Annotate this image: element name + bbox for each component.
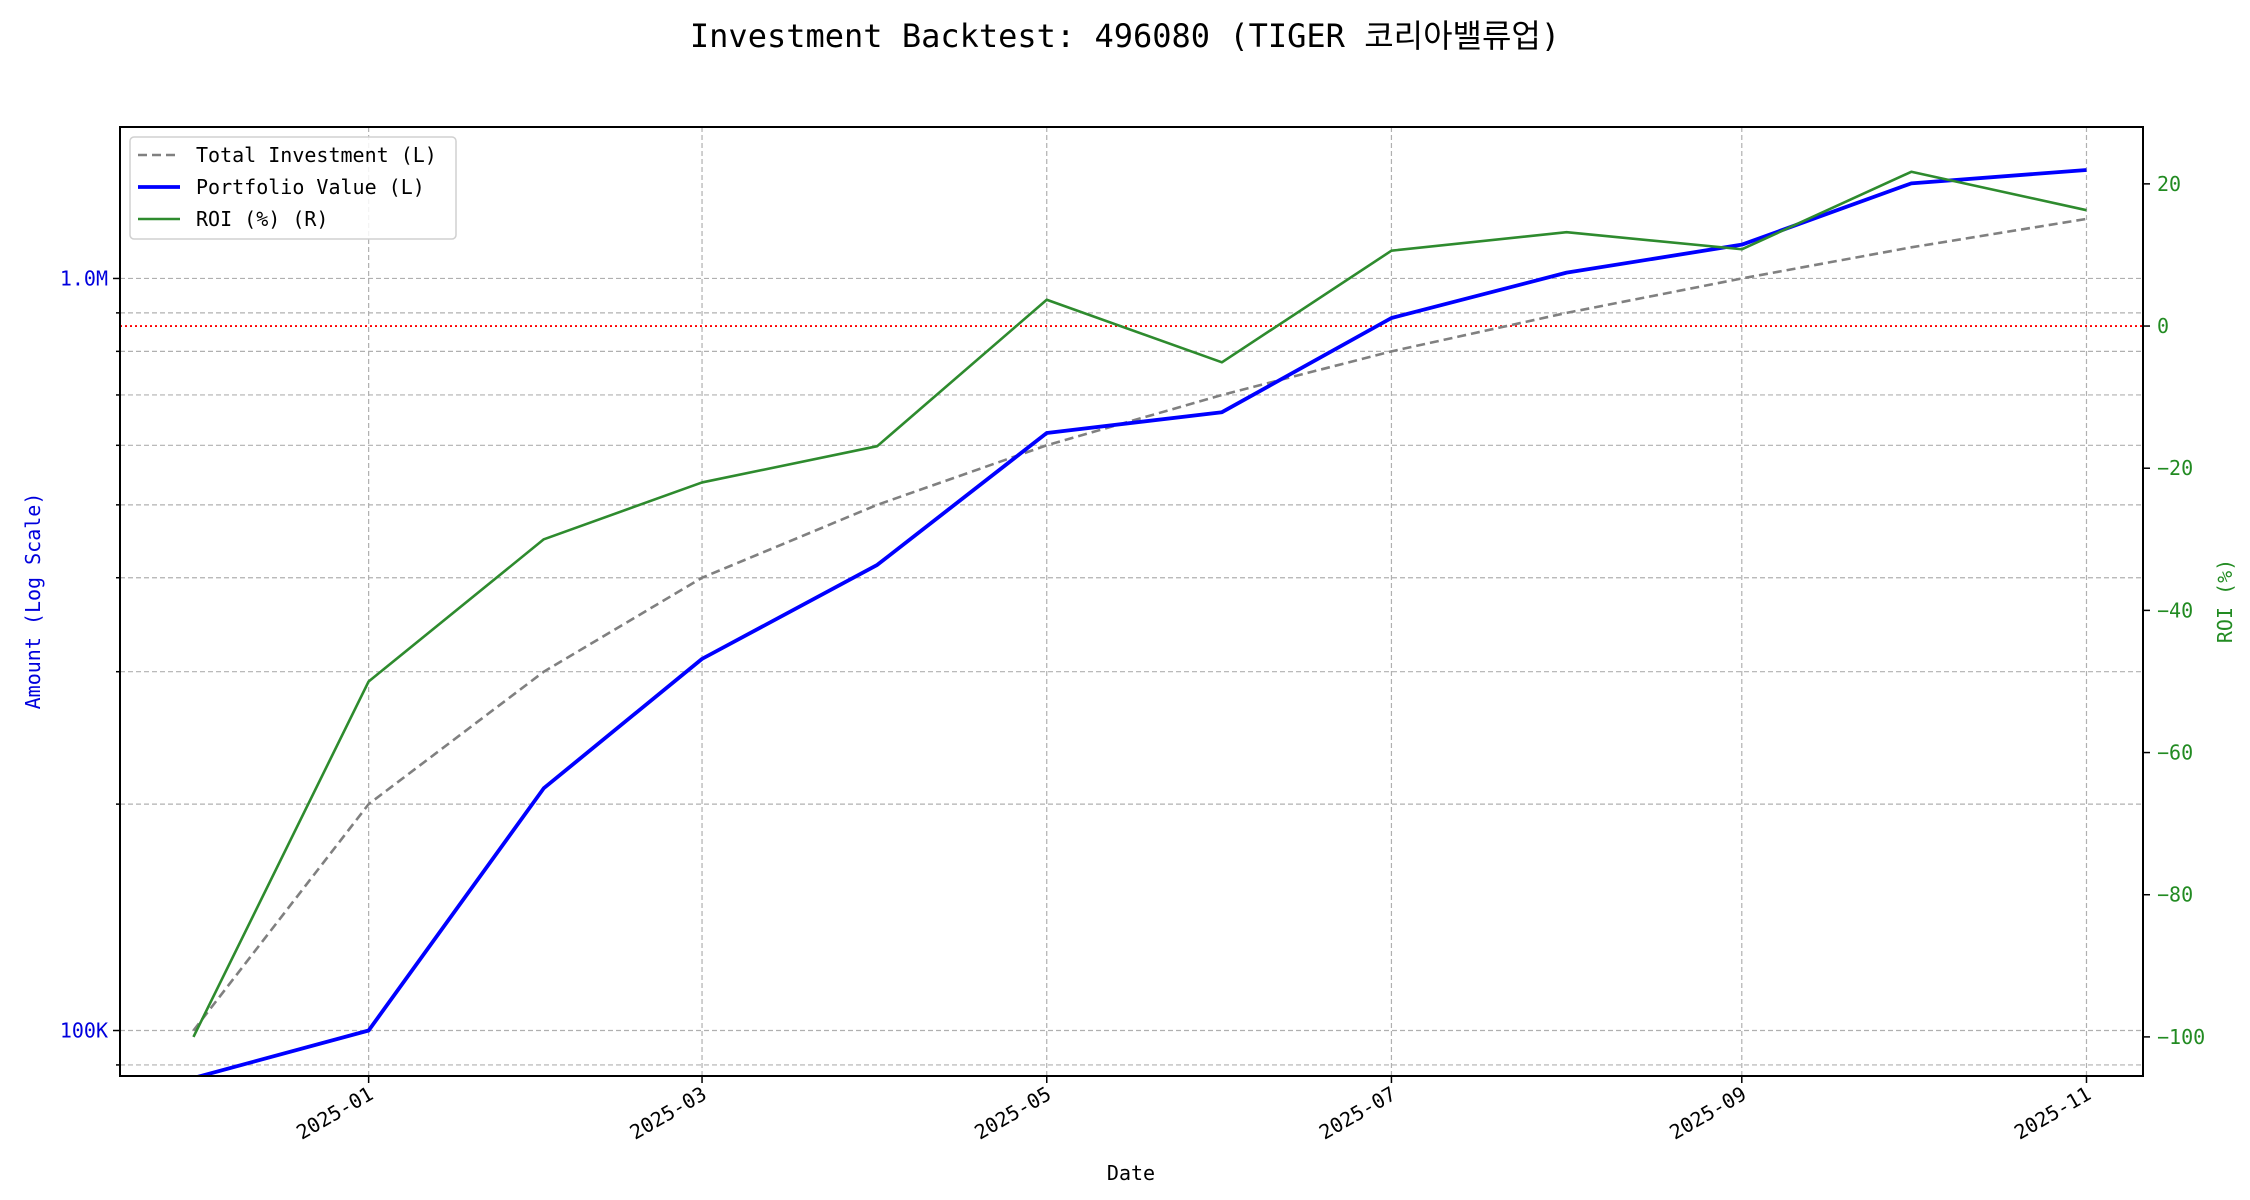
left-tick-label: 100K: [60, 1019, 108, 1043]
left-tick-label: 1.0M: [60, 266, 108, 290]
x-tick-label: 2025-03: [626, 1082, 711, 1145]
right-tick-label: −100: [2157, 1025, 2205, 1049]
x-tick-label: 2025-07: [1315, 1082, 1400, 1145]
plot-frame: [119, 126, 2144, 1077]
series-line-2: [192, 170, 2087, 1038]
x-tick-label: 2025-01: [292, 1082, 377, 1145]
right-tick-label: 20: [2157, 172, 2181, 196]
right-tick-label: −80: [2157, 883, 2193, 907]
x-axis-label: Date: [1107, 1161, 1155, 1185]
right-tick-label: −20: [2157, 456, 2193, 480]
x-tick-label: 2025-11: [2010, 1082, 2095, 1145]
right-y-axis-label: ROI (%): [2213, 559, 2237, 643]
right-tick-label: 0: [2157, 314, 2169, 338]
chart-title: Investment Backtest: 496080 (TIGER 코리아밸류…: [690, 17, 1560, 55]
left-y-axis-label: Amount (Log Scale): [21, 493, 45, 710]
series-line-1: [193, 168, 2087, 1076]
series-line-0: [192, 217, 2087, 1032]
x-tick-label: 2025-05: [970, 1082, 1055, 1145]
x-tick-label: 2025-09: [1665, 1082, 1750, 1145]
legend-label: Portfolio Value (L): [196, 175, 425, 199]
legend-box: [129, 136, 457, 240]
legend: Total Investment (L) Portfolio Value (L) R…: [129, 136, 457, 240]
legend-label: ROI (%) (R): [196, 207, 328, 231]
right-tick-label: −40: [2157, 598, 2193, 622]
right-tick-label: −60: [2157, 741, 2193, 765]
legend-label: Total Investment (L): [196, 143, 437, 167]
